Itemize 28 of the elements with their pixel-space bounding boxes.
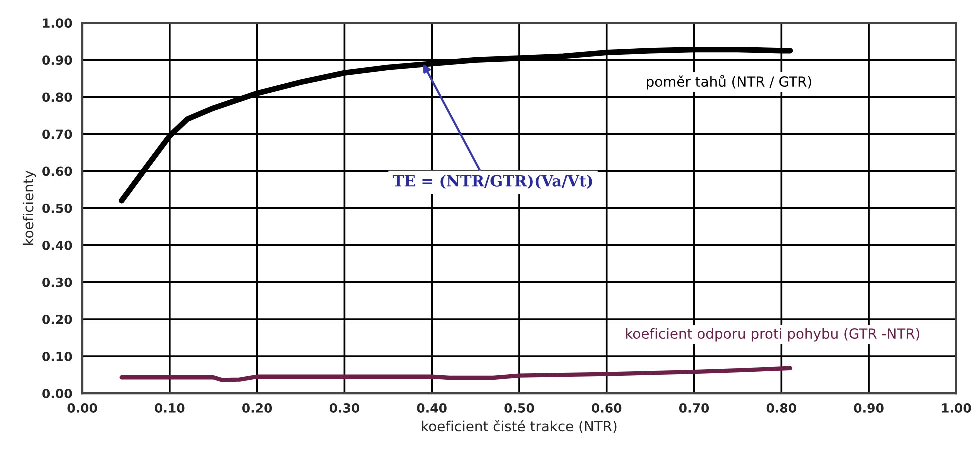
x-tick-label: 0.70 bbox=[679, 403, 710, 413]
x-tick-label: 0.40 bbox=[417, 403, 447, 413]
x-tick-label: 0.60 bbox=[592, 403, 622, 413]
y-axis-title: koeficienty bbox=[22, 170, 36, 246]
series-label: poměr tahů (NTR / GTR) bbox=[647, 75, 812, 90]
y-tick-label: 1.00 bbox=[43, 18, 72, 28]
y-tick-label: 0.70 bbox=[42, 130, 72, 140]
text: koeficient odporu proti pohybu (GTR -NTR) bbox=[626, 328, 920, 342]
x-tick-label: 0.50 bbox=[504, 403, 534, 413]
y-tick-label: 0.90 bbox=[42, 56, 72, 66]
y-tick-label: 0.40 bbox=[42, 240, 72, 250]
y-tick-label: 0.20 bbox=[42, 314, 72, 324]
x-tick-label: 0.90 bbox=[854, 403, 884, 413]
line-series bbox=[120, 366, 792, 382]
y-tick-label: 0.10 bbox=[42, 352, 72, 362]
y-tick-label: 0.00 bbox=[42, 389, 72, 398]
y-tick-label: 0.60 bbox=[42, 166, 72, 176]
x-tick-label: 0.80 bbox=[766, 403, 796, 413]
x-tick-label: 0.30 bbox=[330, 403, 360, 413]
annotation: TE = (NTR/GTR)(Va/Vt) bbox=[392, 175, 592, 190]
x-tick-label: 0.10 bbox=[155, 403, 185, 413]
x-axis-title: koeficient čisté trakce (NTR) bbox=[422, 420, 617, 434]
x-tick-label: 1.00 bbox=[942, 403, 971, 413]
y-tick-label: 0.30 bbox=[42, 278, 72, 288]
x-tick-label: 0.00 bbox=[68, 403, 98, 413]
y-tick-label: 0.80 bbox=[42, 92, 72, 102]
x-tick-label: 0.20 bbox=[242, 403, 272, 413]
y-tick-label: 0.50 bbox=[42, 204, 72, 214]
